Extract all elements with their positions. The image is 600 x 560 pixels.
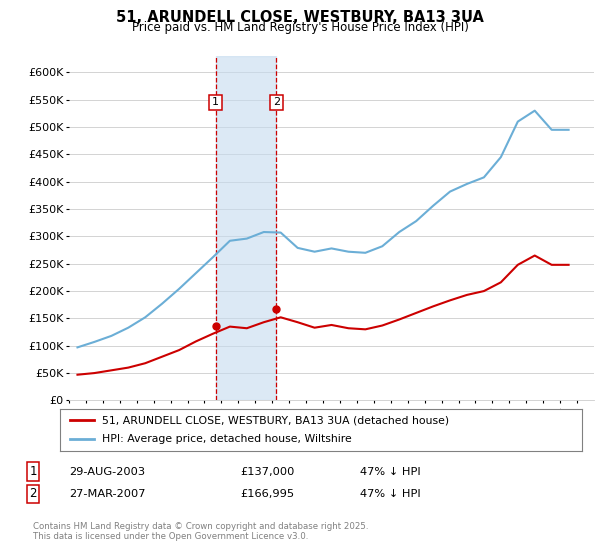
Text: 2: 2 (29, 487, 37, 501)
Text: 1: 1 (212, 97, 219, 108)
Text: 27-MAR-2007: 27-MAR-2007 (69, 489, 146, 499)
Text: 47% ↓ HPI: 47% ↓ HPI (360, 466, 421, 477)
Text: Price paid vs. HM Land Registry's House Price Index (HPI): Price paid vs. HM Land Registry's House … (131, 21, 469, 34)
Text: Contains HM Land Registry data © Crown copyright and database right 2025.
This d: Contains HM Land Registry data © Crown c… (33, 522, 368, 542)
Text: 2: 2 (273, 97, 280, 108)
Text: 51, ARUNDELL CLOSE, WESTBURY, BA13 3UA (detached house): 51, ARUNDELL CLOSE, WESTBURY, BA13 3UA (… (102, 415, 449, 425)
Text: £137,000: £137,000 (240, 466, 295, 477)
Text: HPI: Average price, detached house, Wiltshire: HPI: Average price, detached house, Wilt… (102, 435, 352, 445)
Text: 1: 1 (29, 465, 37, 478)
Text: 47% ↓ HPI: 47% ↓ HPI (360, 489, 421, 499)
Text: 29-AUG-2003: 29-AUG-2003 (69, 466, 145, 477)
Bar (215, 56, 276, 400)
Text: 51, ARUNDELL CLOSE, WESTBURY, BA13 3UA: 51, ARUNDELL CLOSE, WESTBURY, BA13 3UA (116, 10, 484, 25)
Text: £166,995: £166,995 (240, 489, 294, 499)
